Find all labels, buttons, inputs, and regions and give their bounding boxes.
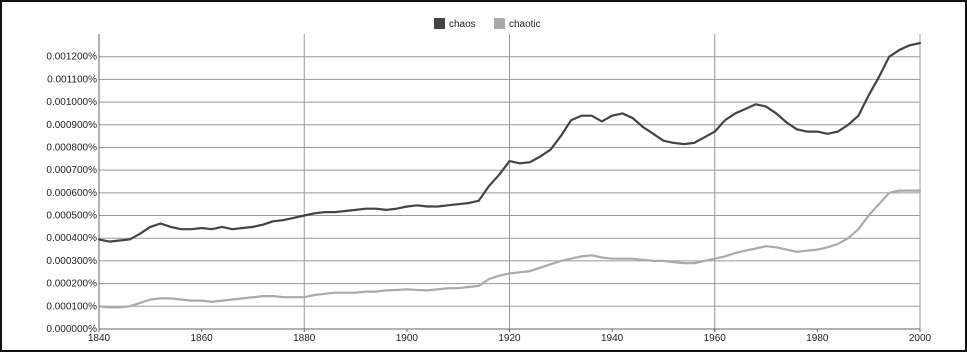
y-tick-label: 0.001100% <box>47 74 97 85</box>
x-tick-label: 1940 <box>601 333 624 344</box>
y-tick-label: 0.000900% <box>46 120 97 131</box>
x-tick-label: 1840 <box>88 333 111 344</box>
y-tick-label: 0.000200% <box>46 279 97 290</box>
x-tick-label: 1880 <box>293 333 316 344</box>
x-tick-label: 1960 <box>704 333 727 344</box>
y-tick-label: 0.001200% <box>46 52 97 63</box>
series-line-chaos <box>97 41 922 243</box>
x-tick-label: 1980 <box>806 333 829 344</box>
legend-swatch-chaos <box>434 18 445 29</box>
legend-label-chaos: chaos <box>449 19 476 30</box>
axes: 0.000000% 0.000100% 0.000200% 0.000300% 0.00… <box>46 34 932 344</box>
y-tick-label: 0.000600% <box>46 188 97 199</box>
legend-swatch-chaotic <box>494 18 505 29</box>
legend: chaos chaotic <box>434 18 541 30</box>
series-line-chaotic <box>97 189 922 309</box>
y-tick-label: 0.000000% <box>46 324 97 335</box>
y-tick-label: 0.000400% <box>46 233 97 244</box>
x-tick-label: 1860 <box>191 333 214 344</box>
line-chart: 0.000000% 0.000100% 0.000200% 0.000300% 0.00… <box>46 18 932 344</box>
gridlines <box>98 34 921 329</box>
y-tick-label: 0.001000% <box>46 97 97 108</box>
y-tick-label: 0.000100% <box>46 301 97 312</box>
x-tick-label: 2000 <box>909 333 932 344</box>
legend-label-chaotic: chaotic <box>509 19 541 30</box>
series-lines <box>97 41 922 309</box>
y-tick-label: 0.000300% <box>46 256 97 267</box>
y-tick-label: 0.000700% <box>46 165 97 176</box>
y-tick-label: 0.000500% <box>46 211 97 222</box>
x-tick-label: 1920 <box>498 333 521 344</box>
y-tick-label: 0.000800% <box>46 142 97 153</box>
x-tick-label: 1900 <box>396 333 419 344</box>
